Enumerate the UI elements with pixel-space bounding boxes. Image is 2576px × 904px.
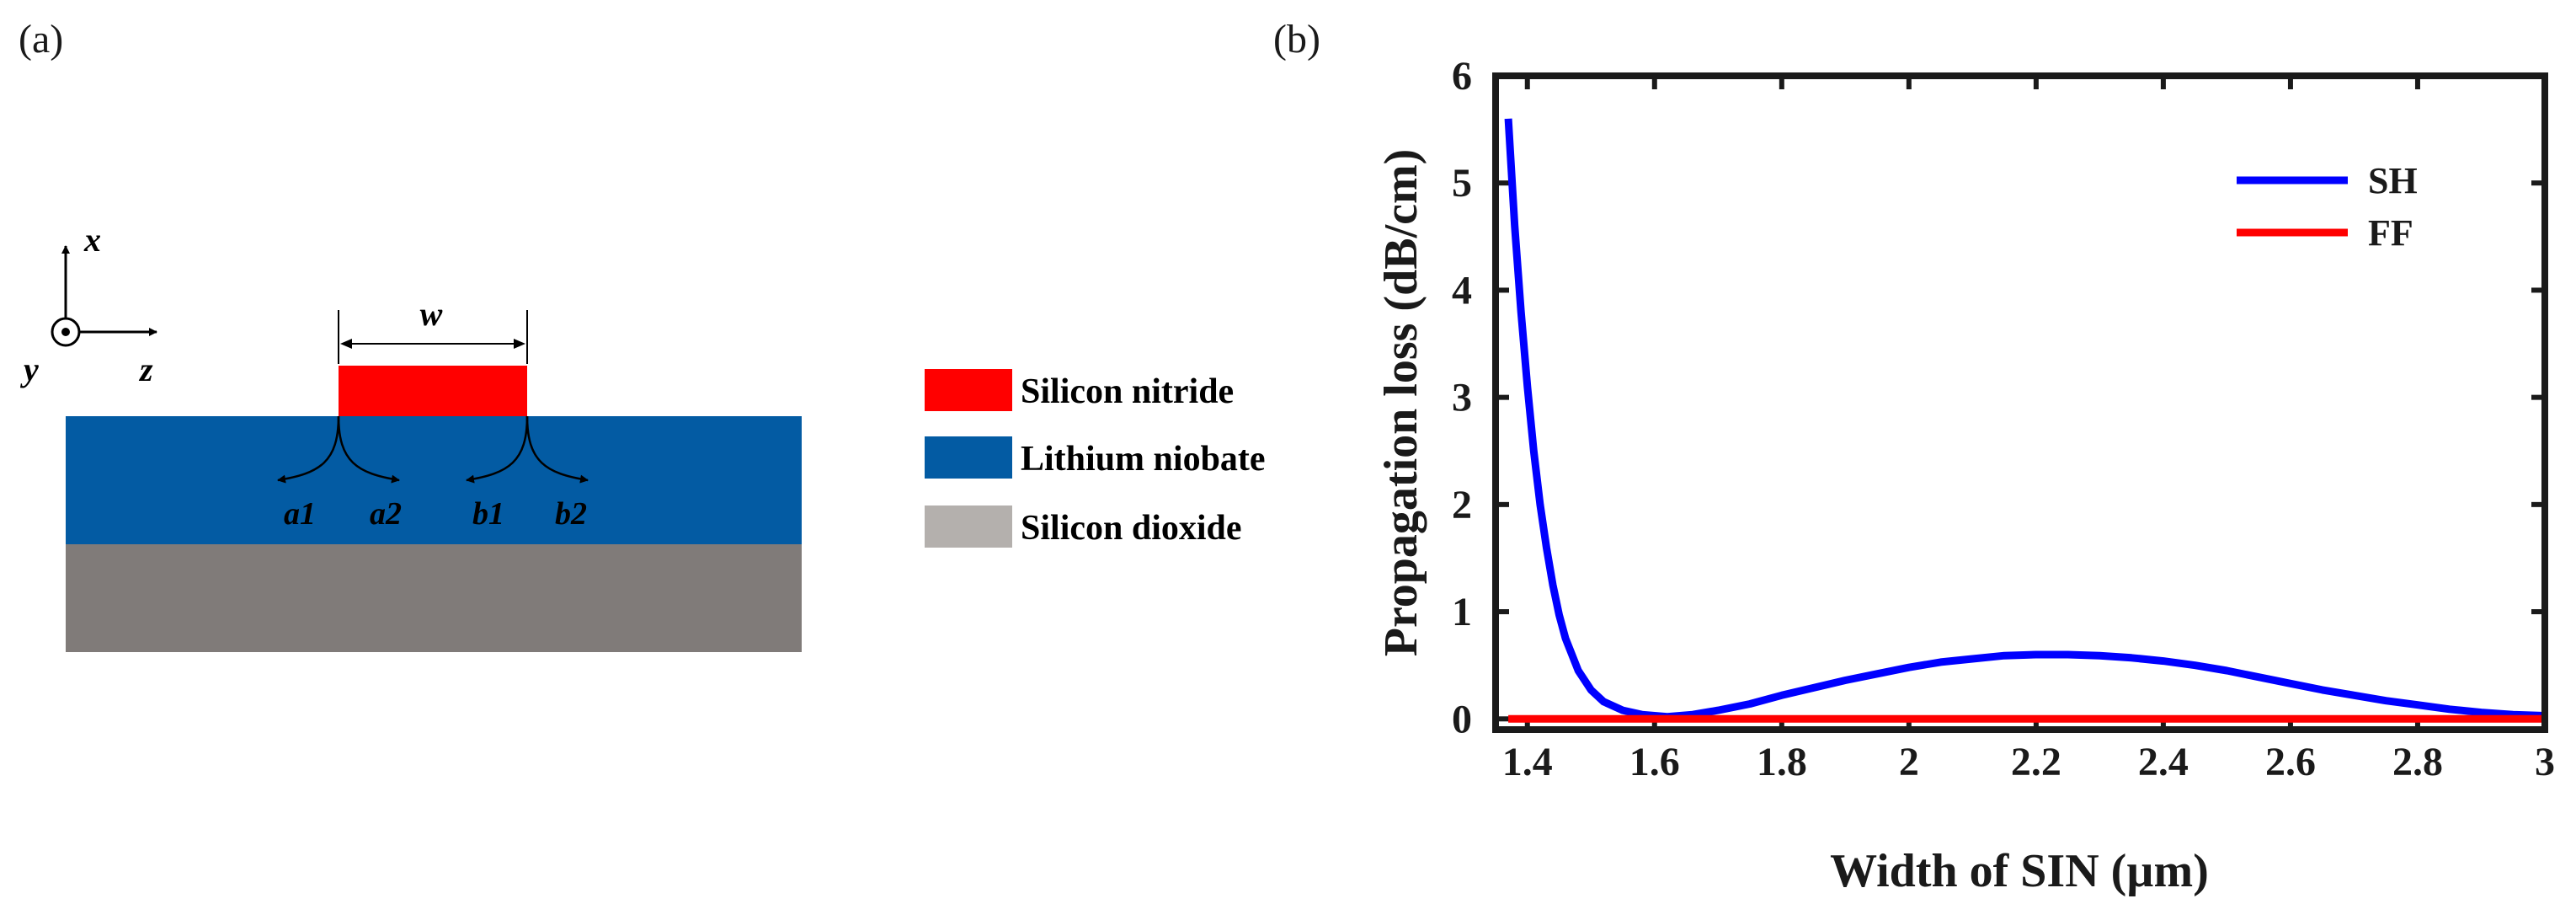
legend-label-ff: FF [2368,212,2413,254]
width-label: w [420,295,443,333]
corner-arrows [277,415,589,484]
axis-label-y: y [20,350,39,388]
legend-swatch-silicon-dioxide [925,505,1012,548]
arrow-a1 [277,415,340,484]
silicon-nitride-strip [339,366,527,416]
series-line-sh [1504,118,2546,721]
y-axis-dot [61,328,70,336]
y-axis-title: Propagation loss (dB/cm) [1375,149,1427,657]
panel-label-b: (b) [1273,17,1320,62]
x-tick-label: 1.4 [1502,740,1553,784]
x-tick-label: 2.6 [2265,740,2316,784]
y-tick-label: 4 [1452,268,1472,313]
x-tick-label: 1.8 [1757,740,1807,784]
legend-swatch-lithium-niobate [925,436,1012,479]
x-tick-label: 1.6 [1629,740,1680,784]
axis-label-z: z [138,350,153,388]
y-tick-label: 6 [1452,54,1472,99]
y-tick-label: 3 [1452,376,1472,420]
arrow-a2 [337,415,400,484]
plot-series [1504,118,2546,723]
legend-label-sh: SH [2368,160,2418,201]
axis-label-x: x [83,221,101,259]
corner-label-b2: b2 [555,496,587,532]
legend-label-silicon-nitride: Silicon nitride [1021,372,1234,411]
silicon-dioxide-substrate [66,544,802,652]
chart-legend: SH FF [2237,160,2418,254]
y-tick-label: 5 [1452,161,1472,206]
x-tick-label: 2.2 [2011,740,2061,784]
corner-label-b1: b1 [472,496,504,532]
arrow-b1 [466,415,529,484]
width-arrowhead-left [340,339,352,349]
y-tick-label: 1 [1452,590,1472,634]
legend-label-lithium-niobate: Lithium niobate [1021,440,1266,479]
x-tick-label: 2.8 [2392,740,2443,784]
arrow-b2 [525,415,589,484]
x-tick-label: 2.4 [2138,740,2189,784]
lithium-niobate-layer [66,416,802,544]
x-tick-label: 2 [1899,740,1919,784]
x-tick-label: 3 [2535,740,2555,784]
corner-label-a1: a1 [284,496,316,532]
material-legend: Silicon nitride Lithium niobate Silicon … [925,369,1266,548]
plot-frame [1492,72,2548,733]
panel-a: (a) x y z w [19,17,1266,652]
panel-label-a: (a) [19,17,63,62]
legend-label-silicon-dioxide: Silicon dioxide [1021,509,1242,548]
width-dimension: w [338,295,528,364]
tick-labels: 1.4 1.6 1.8 2 2.2 2.4 2.6 2.8 3 0 1 2 3 4 5 6 [1452,54,2555,784]
y-tick-label: 2 [1452,483,1472,527]
legend-swatch-silicon-nitride [925,369,1012,411]
x-axis-title: Width of SIN (µm) [1830,845,2209,897]
corner-label-a2: a2 [370,496,402,532]
y-tick-label: 0 [1452,697,1472,741]
coordinate-axes: x y z [20,221,157,388]
width-arrowhead-right [514,339,525,349]
